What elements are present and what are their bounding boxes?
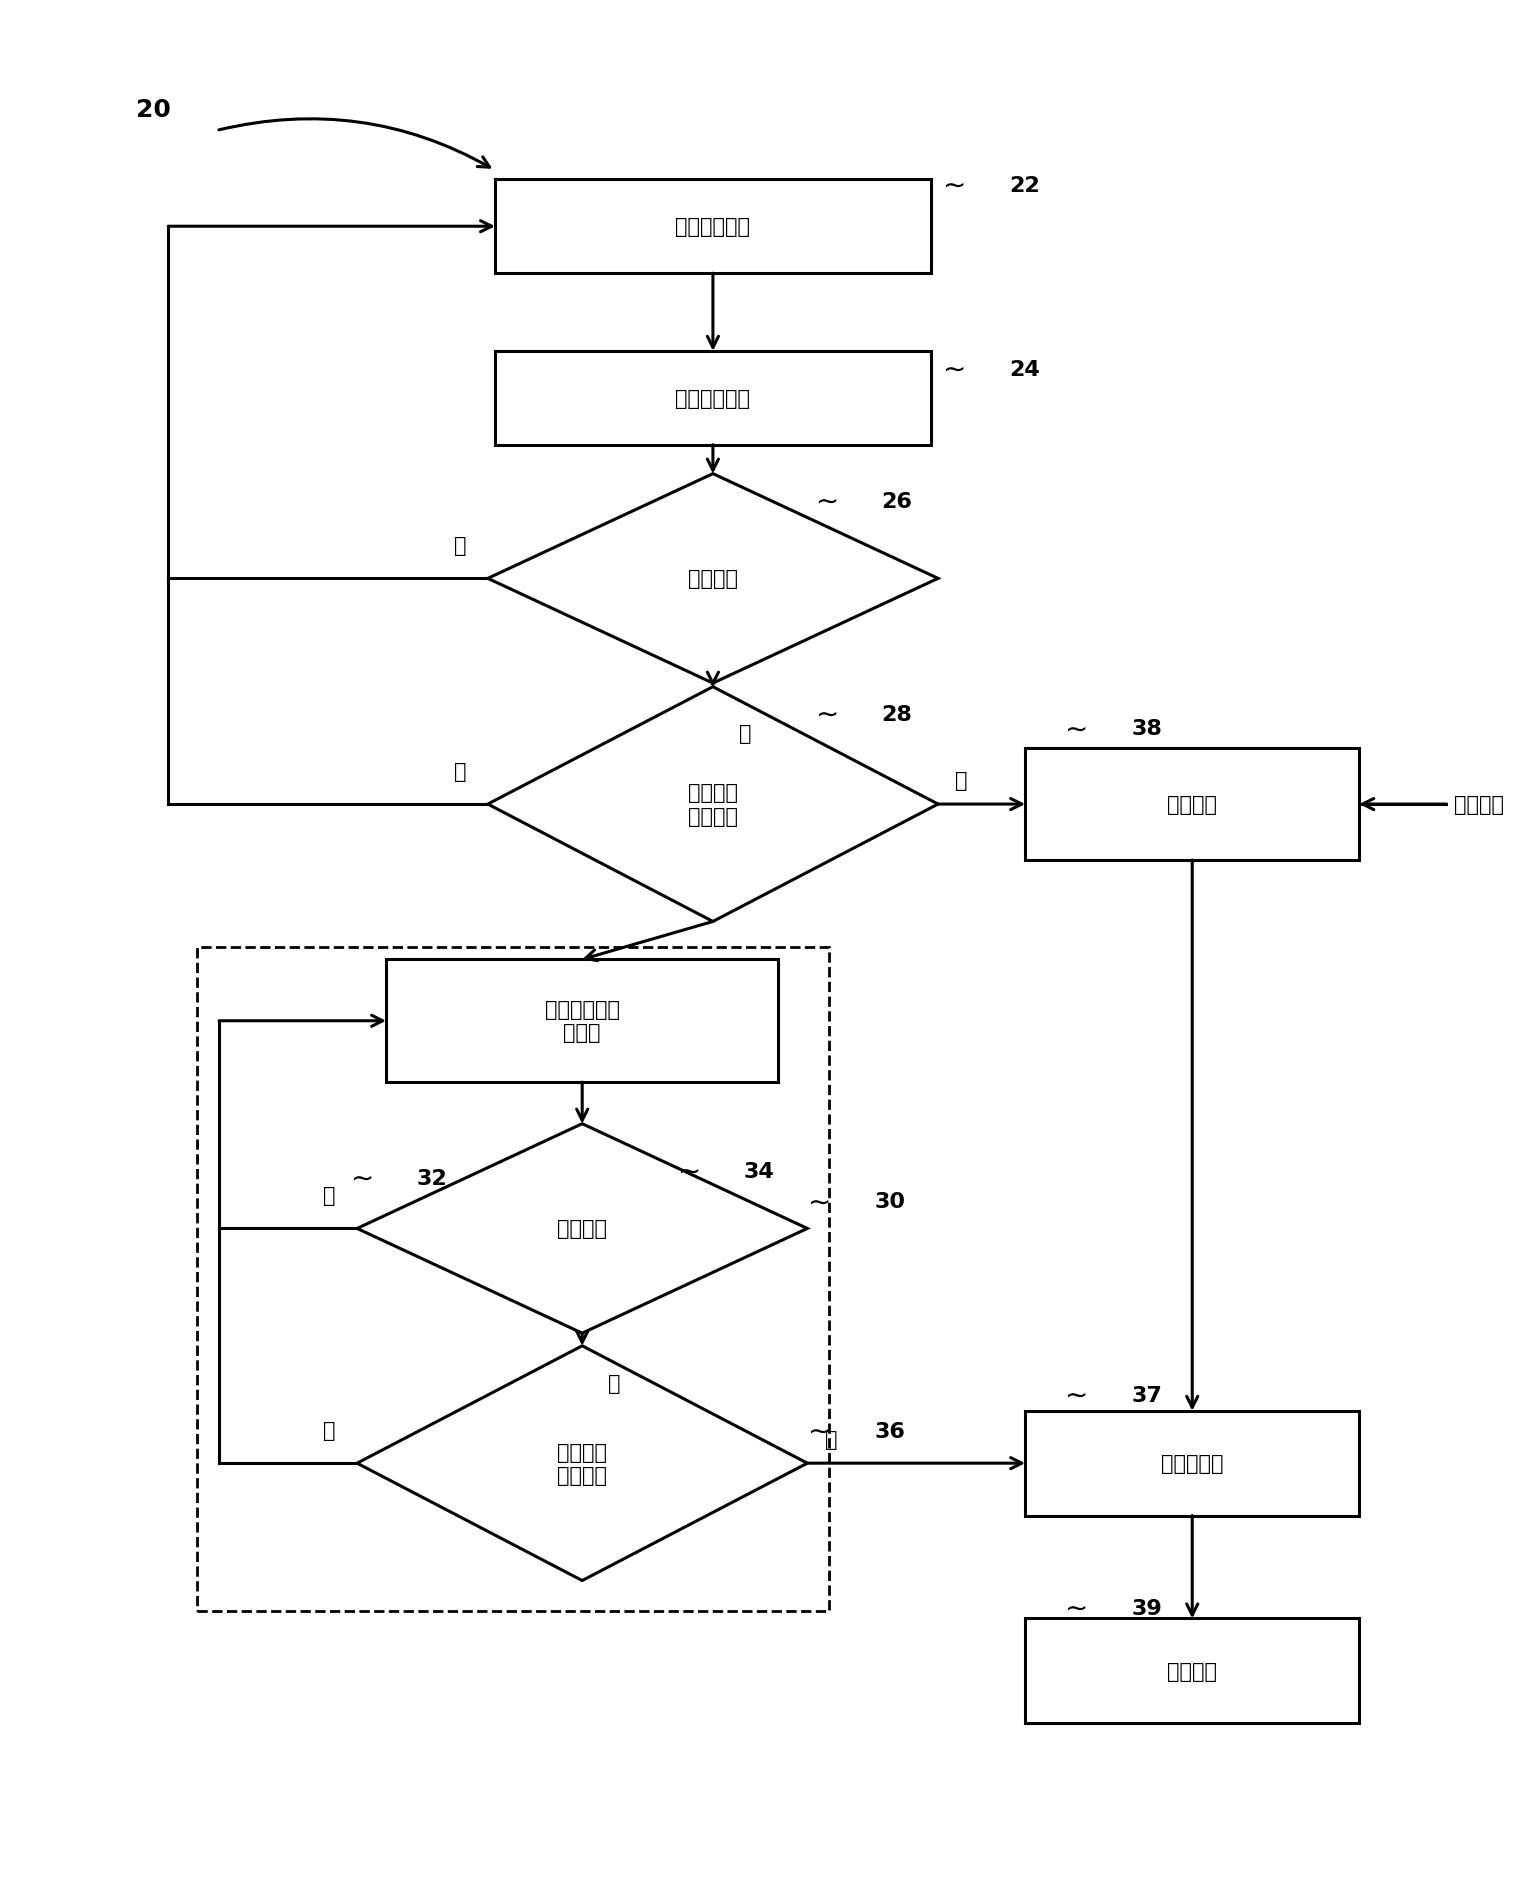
Polygon shape (357, 1124, 808, 1333)
Polygon shape (487, 688, 938, 921)
Text: 36: 36 (875, 1421, 905, 1440)
Text: 是: 是 (956, 771, 968, 790)
Text: 是: 是 (738, 724, 752, 743)
Bar (495, 352, 930, 446)
Bar (197, 948, 829, 1611)
Text: 标志封包: 标志封包 (688, 570, 738, 588)
Text: 28: 28 (882, 705, 912, 724)
Bar (1026, 748, 1359, 861)
Text: 38: 38 (1132, 718, 1162, 739)
Text: 否: 否 (454, 761, 466, 782)
Text: 否: 否 (454, 536, 466, 556)
Text: 产生计数值: 产生计数值 (1160, 1453, 1224, 1474)
Text: 26: 26 (882, 491, 912, 511)
Text: ∼: ∼ (1065, 1380, 1088, 1408)
Text: ∼: ∼ (350, 1164, 374, 1192)
Text: 是: 是 (608, 1372, 620, 1393)
Text: 否: 否 (322, 1419, 336, 1440)
Text: 否: 否 (322, 1184, 336, 1205)
Text: 时钟脉冲: 时钟脉冲 (1454, 795, 1504, 814)
Text: 讯框起始
标志封包: 讯框起始 标志封包 (557, 1442, 607, 1485)
Bar (1026, 1619, 1359, 1724)
Bar (1026, 1412, 1359, 1515)
Text: 调整频率: 调整频率 (1167, 1660, 1218, 1681)
Text: ∼: ∼ (1065, 714, 1088, 743)
Text: ∼: ∼ (814, 701, 838, 728)
Text: 标志封包: 标志封包 (557, 1218, 607, 1239)
Text: ∼: ∼ (676, 1156, 701, 1184)
Text: 讯框起始
标志封包: 讯框起始 标志封包 (688, 784, 738, 825)
Text: 39: 39 (1132, 1598, 1162, 1619)
Text: 检测封包结尾: 检测封包结尾 (675, 216, 750, 237)
Bar (495, 180, 930, 274)
Text: 37: 37 (1132, 1386, 1162, 1404)
Text: 开始计数: 开始计数 (1167, 795, 1218, 814)
Text: ∼: ∼ (808, 1418, 831, 1446)
Text: ∼: ∼ (814, 487, 838, 515)
Text: 24: 24 (1009, 359, 1039, 380)
Text: 检测输入封包: 检测输入封包 (675, 389, 750, 408)
Text: 检测下一个输
入封包: 检测下一个输 入封包 (545, 1000, 620, 1043)
Polygon shape (487, 474, 938, 684)
Text: 32: 32 (416, 1167, 448, 1188)
Text: ∼: ∼ (943, 171, 965, 199)
Text: 是: 是 (825, 1429, 837, 1449)
Text: ∼: ∼ (943, 355, 965, 384)
Text: ∼: ∼ (1065, 1594, 1088, 1622)
Text: 20: 20 (136, 98, 171, 122)
Text: 30: 30 (875, 1192, 905, 1213)
Text: 22: 22 (1009, 175, 1039, 196)
Text: 34: 34 (743, 1162, 775, 1181)
Bar (386, 961, 778, 1083)
Text: ∼: ∼ (808, 1188, 831, 1216)
Polygon shape (357, 1346, 808, 1581)
